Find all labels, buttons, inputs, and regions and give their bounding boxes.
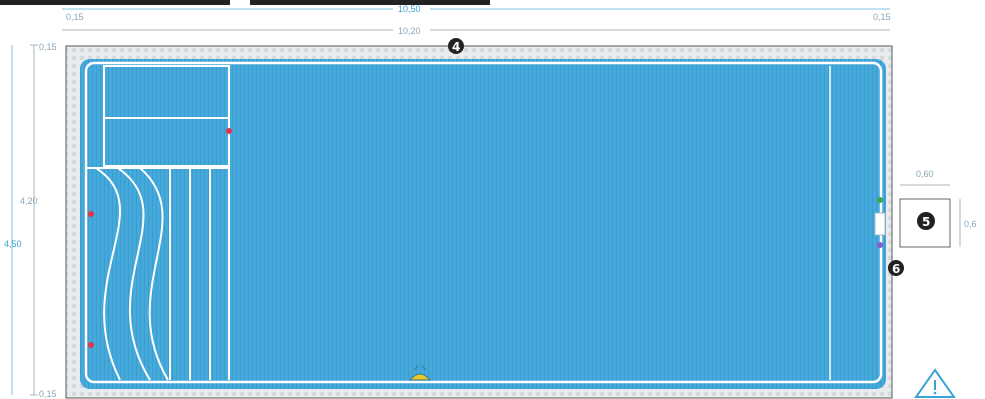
marker-6: 6 (888, 260, 904, 276)
dim-top-total: 10,50 (398, 4, 421, 14)
dim-left-top-margin: 0,15 (39, 42, 57, 52)
light-dot-icon (88, 211, 94, 217)
marker-4: 4 (448, 38, 464, 54)
header-bars (0, 0, 490, 5)
return-dot-icon (877, 197, 883, 203)
entry-steps (86, 65, 230, 381)
suction-dot-icon (877, 242, 883, 248)
top-dimensions: 10,50 0,15 0,15 10,20 (62, 4, 891, 36)
pool-water (80, 59, 886, 389)
lights (88, 128, 883, 348)
dim-top-right-margin: 0,15 (873, 12, 891, 22)
svg-text:5: 5 (922, 215, 930, 229)
dim-left-bottom-margin: 0,15 (39, 389, 57, 399)
skimmer-icon (408, 365, 432, 381)
warning-triangle-icon (914, 368, 956, 398)
marker-5: 5 (917, 212, 935, 230)
equipment-box: 0,60 0,6 5 (899, 169, 977, 248)
dim-box-height: 0,6 (964, 219, 977, 229)
light-dot-icon (226, 128, 232, 134)
light-dot-icon (88, 342, 94, 348)
svg-text:4: 4 (452, 40, 460, 54)
left-dimensions: 0,15 4,20 4,50 0,15 (4, 42, 57, 399)
dim-box-width: 0,60 (916, 169, 934, 179)
dim-top-inner: 10,20 (398, 26, 421, 36)
svg-text:6: 6 (892, 262, 900, 276)
skimmer-outlet (874, 212, 886, 236)
dim-top-left-margin: 0,15 (66, 12, 84, 22)
dim-left-inner: 4,20 (20, 196, 38, 206)
dim-left-total: 4,50 (4, 239, 22, 249)
